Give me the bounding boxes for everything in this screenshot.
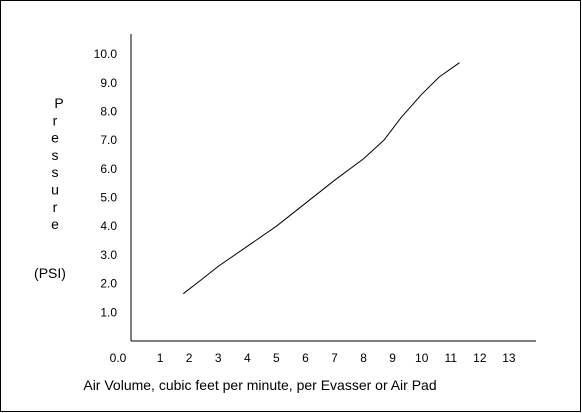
x-tick-label: 8	[360, 351, 367, 365]
x-tick-label: 9	[389, 351, 396, 365]
y-tick-label: 7.0	[100, 133, 117, 147]
x-tick-label: 10	[415, 351, 429, 365]
x-tick-label: 3	[215, 351, 222, 365]
x-tick-label: 6	[302, 351, 309, 365]
series-line	[182, 62, 460, 295]
y-tick-label: 4.0	[100, 219, 117, 233]
x-tick-label: 2	[186, 351, 193, 365]
x-tick-label: 0.0	[110, 351, 127, 365]
y-tick-label: 1.0	[100, 305, 117, 319]
y-axis-unit: (PSI)	[34, 265, 66, 281]
y-tick-label: 5.0	[100, 191, 117, 205]
y-tick-label: 8.0	[100, 104, 117, 118]
y-tick-label: 2.0	[100, 277, 117, 291]
x-axis-title: Air Volume, cubic feet per minute, per E…	[83, 377, 436, 393]
x-tick-label: 1	[157, 351, 164, 365]
x-tick-label: 7	[331, 351, 338, 365]
y-tick-label: 9.0	[100, 76, 117, 90]
y-tick-label: 3.0	[100, 248, 117, 262]
x-tick-label: 12	[473, 351, 487, 365]
x-tick-label: 4	[244, 351, 251, 365]
y-tick-label: 10.0	[94, 47, 118, 61]
x-tick-label: 13	[502, 351, 516, 365]
x-tick-label: 11	[445, 351, 458, 365]
x-tick-labels: 0.0 1 2 3 4 5 6 7 8 9 10 11 12 13	[110, 351, 516, 365]
y-tick-label: 6.0	[100, 162, 117, 176]
x-tick-label: 5	[273, 351, 280, 365]
y-tick-labels: 1.0 2.0 3.0 4.0 5.0 6.0 7.0 8.0 9.0 10.0	[94, 47, 118, 319]
